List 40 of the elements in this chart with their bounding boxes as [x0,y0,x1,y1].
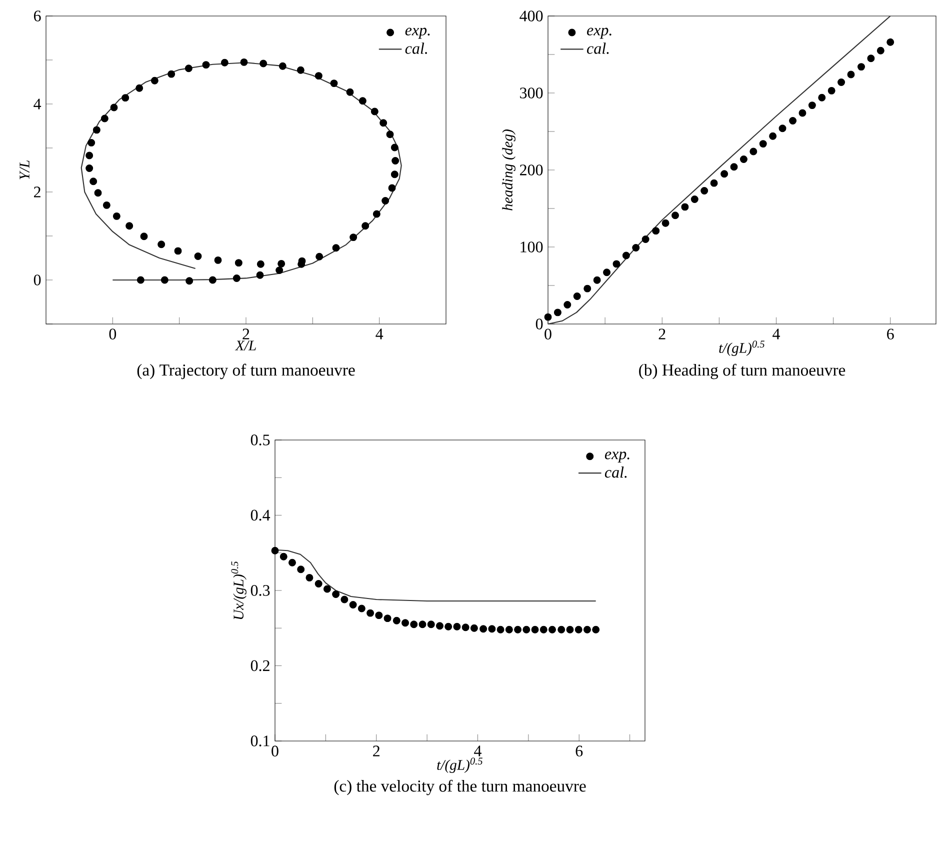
text: (a) Trajectory of turn manoeuvre [137,364,355,380]
x-tick-label: 4 [376,328,384,340]
legend-label: cal. [587,42,609,54]
x-tick-label: 4 [474,746,482,756]
y-axis-title: heading (deg) [502,130,516,210]
y-tick-label: 0 [34,274,41,286]
y-tick-label: 0.1 [250,736,270,746]
y-tick-label: 0.2 [250,660,270,672]
x-axis-title: t/(gL)$^{0.5}$ [437,758,482,773]
x-tick-label: 0 [109,328,116,340]
x-axis-title: X/L [234,340,256,350]
x-tick-label: 2 [242,328,250,340]
x-tick-label: 0 [544,328,552,340]
x-tick-label: 6 [887,328,894,340]
y-tick-label: 0.4 [250,510,270,521]
x-tick-label: 2 [373,746,380,756]
y-tick-label: 300 [520,88,543,98]
y-tick-label: 0 [536,318,543,330]
x-tick-label: 4 [772,328,780,340]
x-tick-label: 6 [576,746,583,756]
y-tick-label: 4 [34,98,42,110]
x-axis-title: t/(gL)$^{0.5}$ [719,340,764,356]
legend-label: exp. [587,28,612,39]
y-axis-title: Y/L [20,160,30,180]
y-axis-title: Ux/(gL)$^{0.5}$ [231,561,246,620]
legend-label: exp. [405,28,430,39]
y-tick-label: 100 [520,242,543,252]
y-tick-label: 0.3 [250,585,270,596]
legend-label: cal. [604,466,627,478]
y-tick-label: 400 [520,10,543,22]
text: (b) Heading of turn manoeuvre [639,364,846,380]
y-tick-label: 2 [34,186,40,198]
x-tick-label: 2 [658,328,666,340]
text: (c) the velocity of the turn manoeuvre [334,780,586,796]
y-tick-label: 0.5 [250,434,270,446]
x-tick-label: 0 [272,746,278,756]
y-tick-label: 6 [34,10,41,22]
legend-label: exp. [604,452,630,463]
legend-label: cal. [405,42,427,54]
y-tick-label: 200 [520,164,543,176]
